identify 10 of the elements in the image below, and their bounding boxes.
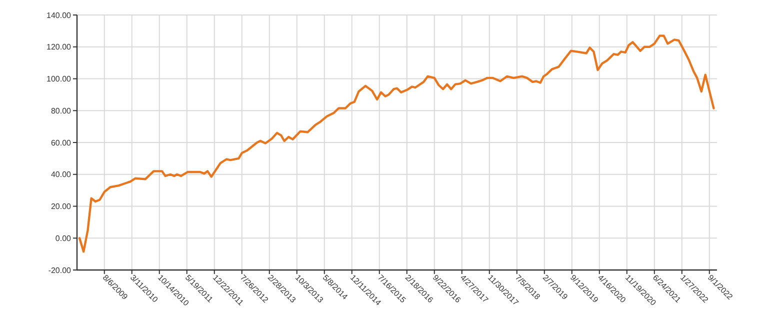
y-tick-label: 120.00 [46,42,72,52]
y-tick-label: 140.00 [46,10,72,20]
y-tick-label: 40.00 [50,170,72,180]
y-tick-label: 100.00 [46,74,72,84]
y-tick-label: 80.00 [50,106,72,116]
y-tick-label: -20.00 [48,266,72,275]
line-series [78,34,715,253]
y-tick-label: 0.00 [55,234,72,243]
y-tick-label: 60.00 [50,138,72,148]
y-tick-label: 20.00 [50,202,72,212]
